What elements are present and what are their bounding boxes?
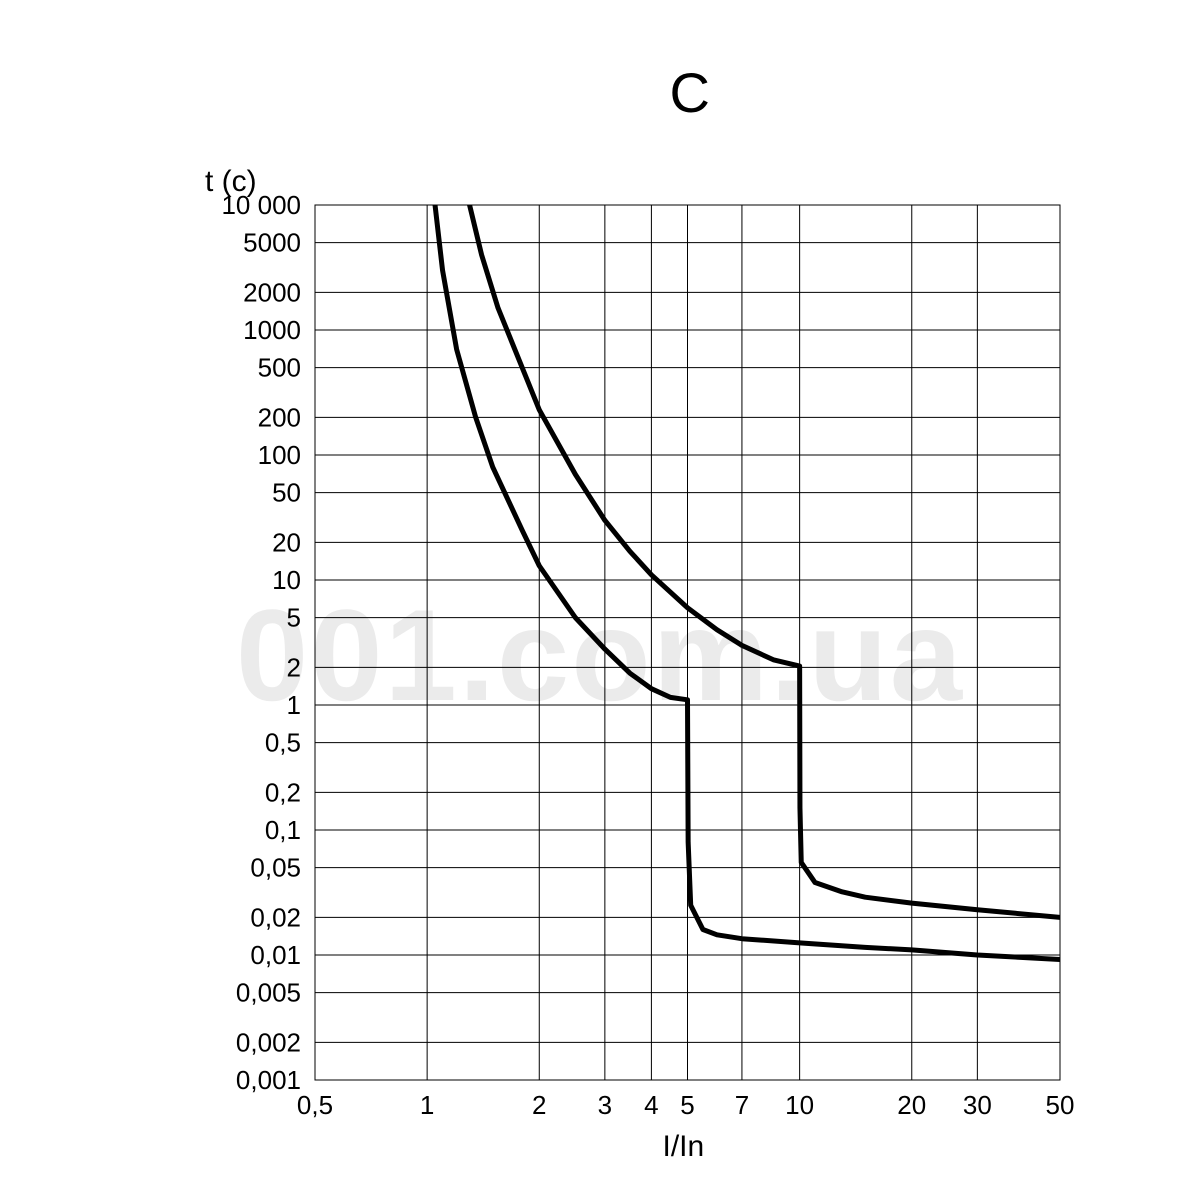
x-tick-label: 30 [963, 1090, 992, 1120]
y-tick-label: 0,002 [236, 1027, 301, 1057]
x-tick-label: 7 [735, 1090, 749, 1120]
x-tick-label: 0,5 [297, 1090, 333, 1120]
y-tick-label: 0,2 [265, 777, 301, 807]
y-tick-label: 0,001 [236, 1065, 301, 1095]
x-tick-label: 50 [1046, 1090, 1075, 1120]
y-tick-label: 0,05 [250, 853, 301, 883]
y-tick-label: 1000 [243, 315, 301, 345]
y-tick-label: 10 [272, 565, 301, 595]
y-tick-label: 2000 [243, 277, 301, 307]
x-tick-label: 3 [598, 1090, 612, 1120]
chart-root: 001.com.ua C t (c) I/In 0,51234571020305… [0, 0, 1200, 1200]
y-tick-label: 200 [258, 402, 301, 432]
x-tick-label: 10 [785, 1090, 814, 1120]
trip-curve-chart: 0,5123457102030500,0010,0020,0050,010,02… [0, 0, 1200, 1200]
x-tick-label: 2 [532, 1090, 546, 1120]
x-tick-label: 1 [420, 1090, 434, 1120]
trip-curve-upper [470, 205, 1060, 917]
x-tick-label: 5 [680, 1090, 694, 1120]
y-tick-label: 50 [272, 478, 301, 508]
x-tick-label: 20 [897, 1090, 926, 1120]
y-tick-label: 20 [272, 527, 301, 557]
y-tick-label: 5000 [243, 228, 301, 258]
y-tick-label: 0,1 [265, 815, 301, 845]
y-tick-label: 500 [258, 353, 301, 383]
y-tick-label: 1 [287, 690, 301, 720]
y-tick-label: 0,005 [236, 978, 301, 1008]
y-tick-label: 2 [287, 652, 301, 682]
y-tick-label: 0,5 [265, 728, 301, 758]
trip-curve-lower [435, 205, 1060, 960]
y-tick-label: 0,01 [250, 940, 301, 970]
y-tick-label: 10 000 [221, 190, 301, 220]
y-tick-label: 0,02 [250, 902, 301, 932]
x-tick-label: 4 [644, 1090, 658, 1120]
y-tick-label: 100 [258, 440, 301, 470]
y-tick-label: 5 [287, 603, 301, 633]
